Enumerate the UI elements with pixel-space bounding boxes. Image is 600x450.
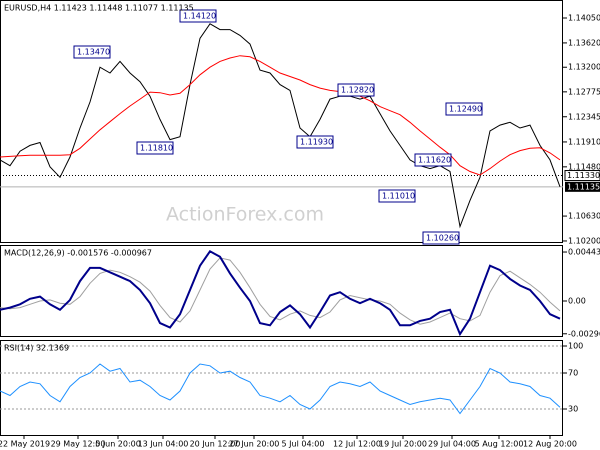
panel-title: EURUSD,H4 1.11423 1.11448 1.11077 1.1113…	[4, 4, 194, 13]
annotation: 1.11620	[418, 156, 451, 165]
y-tick-label: 30	[568, 405, 578, 414]
annotation-box	[136, 141, 174, 155]
y-tick-label: -0.002969	[568, 329, 600, 338]
series-line	[0, 23, 561, 229]
y-tick-label: 1.11910	[568, 137, 600, 146]
panel-frame	[0, 245, 563, 337]
y-tick-label: 0.004434	[568, 248, 600, 257]
y-tick-label: 1.12775	[568, 87, 600, 96]
x-tick-label: 5 Aug 12:00	[475, 440, 524, 449]
x-tick-label: 29 May 12:00	[51, 440, 106, 449]
annotation: 1.11010	[382, 192, 415, 201]
annotation-box	[378, 189, 416, 203]
panel-frame	[0, 340, 563, 436]
annotation: 1.11930	[300, 138, 333, 147]
y-tick-label: 1.14050	[568, 14, 600, 23]
x-tick-label: 13 Jun 04:00	[138, 440, 189, 449]
y-tick-label: 1.13620	[568, 38, 600, 47]
annotation-box	[337, 83, 375, 97]
x-tick-label: 22 May 2019	[0, 440, 50, 449]
panel-title: RSI(14) 32.1369	[4, 344, 69, 353]
x-tick-label: 19 Jul 20:00	[379, 440, 427, 449]
annotation-box	[179, 9, 217, 23]
x-tick-label: 12 Jul 12:00	[333, 440, 381, 449]
x-tick-label: 5 Jul 04:00	[282, 440, 325, 449]
annotation: 1.10260	[426, 234, 459, 243]
y-tick-label: 70	[568, 369, 578, 378]
last-price-label: 1.11135	[567, 182, 600, 191]
annotation: 1.12490	[449, 105, 482, 114]
y-tick-label: 1.10630	[568, 212, 600, 221]
series-line	[0, 249, 561, 337]
last-price-box	[565, 181, 600, 192]
x-tick-label: 29 Jul 04:00	[428, 440, 476, 449]
x-tick-label: 5 Jun 20:00	[95, 440, 141, 449]
annotation-box	[445, 102, 483, 116]
level-box	[564, 170, 600, 182]
annotation-box	[422, 231, 460, 245]
y-tick-label: 0.00	[568, 296, 586, 305]
annotation-box	[73, 45, 111, 59]
series-line	[0, 55, 561, 176]
annotation: 1.14120	[183, 12, 216, 21]
level-label: 1.11330	[567, 171, 600, 180]
annotation: 1.13470	[77, 48, 110, 57]
x-tick-label: 12 Aug 20:00	[523, 440, 577, 449]
annotation: 1.11810	[140, 144, 173, 153]
panel-frame	[0, 0, 563, 243]
y-tick-label: 1.13200	[568, 63, 600, 72]
x-tick-label: 27 Jun 20:00	[229, 440, 280, 449]
x-tick-label: 20 Jun 12:00	[190, 440, 241, 449]
y-tick-label: 1.11480	[568, 162, 600, 171]
annotation-box	[296, 135, 334, 149]
y-tick-label: 1.12345	[568, 112, 600, 121]
watermark: ActionForex.com	[166, 204, 324, 226]
panel-title: MACD(12,26,9) -0.001576 -0.000967	[4, 249, 152, 258]
annotation-box	[414, 153, 452, 167]
series-line	[0, 257, 561, 325]
y-tick-label: 1.10200	[568, 236, 600, 245]
y-tick-label: 100	[568, 342, 583, 351]
annotation: 1.12820	[341, 86, 374, 95]
series-line	[0, 363, 561, 415]
